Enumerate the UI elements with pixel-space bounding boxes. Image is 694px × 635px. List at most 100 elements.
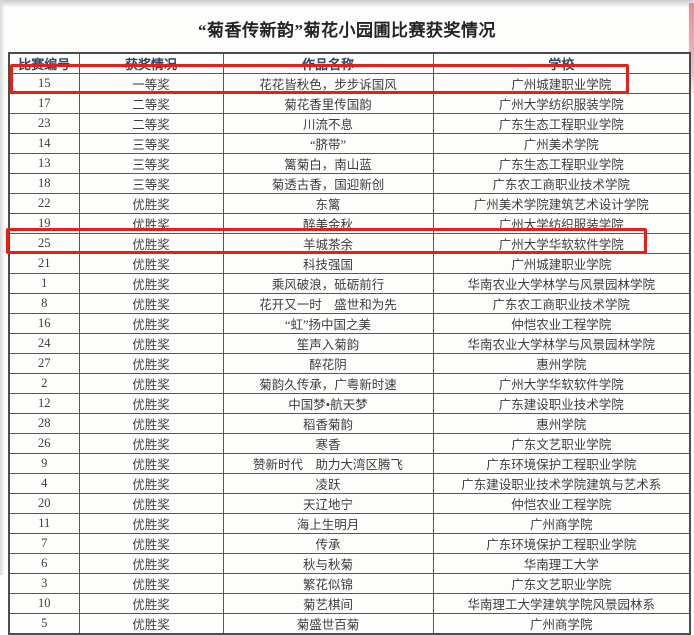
cell-contest-number: 21: [8, 253, 80, 274]
cell-school: 广东环境保护工程职业学院: [432, 533, 691, 554]
cell-contest-number: 19: [8, 213, 80, 234]
cell-award: 优胜奖: [78, 473, 224, 494]
table-row: 15 一等奖 花花皆秋色，步步诉国风 广州城建职业学院: [8, 73, 691, 94]
cell-work-name: 稻香菊韵: [222, 413, 434, 434]
table-row: 3 优胜奖 繁花似锦 广东文艺职业学院: [8, 573, 691, 594]
cell-work-name: 菊花香里传国韵: [222, 93, 434, 114]
cell-school: 广东文艺职业学院: [432, 433, 691, 454]
cell-school: 惠州学院: [432, 413, 691, 434]
cell-award: 优胜奖: [78, 413, 224, 434]
cell-work-name: 传承: [222, 533, 434, 554]
cell-work-name: 乘风破浪，砥砺前行: [222, 273, 434, 294]
table-row: 6 优胜奖 秋与秋菊 华南理工大学: [8, 553, 691, 574]
cell-work-name: 秋与秋菊: [222, 553, 434, 574]
table-row: 4 优胜奖 凌跃 广东建设职业技术学院建筑与艺术系: [8, 473, 691, 494]
table-row: 20 优胜奖 天辽地宁 仲恺农业工程学院: [8, 493, 691, 514]
cell-award: 优胜奖: [78, 533, 224, 554]
cell-contest-number: 4: [8, 473, 80, 494]
cell-work-name: 川流不息: [222, 113, 434, 134]
cell-award: 一等奖: [78, 73, 224, 94]
cell-award: 优胜奖: [78, 313, 224, 334]
cell-contest-number: 10: [8, 593, 80, 614]
table-row: 14 三等奖 “脐带” 广州美术学院: [8, 133, 691, 154]
cell-school: 仲恺农业工程学院: [432, 313, 691, 334]
cell-contest-number: 8: [8, 293, 80, 314]
cell-school: 广东生态工程职业学院: [432, 153, 691, 174]
cell-work-name: 菊盛世百菊: [222, 613, 434, 635]
cell-award: 二等奖: [78, 93, 224, 114]
cell-contest-number: 20: [8, 493, 80, 514]
column-header-contest-number: 比赛编号: [8, 52, 80, 74]
cell-work-name: 羊城茶余: [222, 233, 434, 254]
table-row: 28 优胜奖 稻香菊韵 惠州学院: [8, 413, 691, 434]
cell-work-name: 天辽地宁: [222, 493, 434, 514]
cell-school: 仲恺农业工程学院: [432, 493, 691, 514]
cell-award: 二等奖: [78, 113, 224, 134]
table-row: 17 二等奖 菊花香里传国韵 广州大学纺织服装学院: [8, 93, 691, 114]
cell-school: 广东建设职业技术学院: [432, 393, 691, 414]
cell-school: 广州商学院: [432, 513, 691, 534]
table-row: 19 优胜奖 醉美金秋 广州大学纺织服装学院: [8, 213, 691, 234]
cell-work-name: 花开又一时 盛世和为先: [222, 293, 434, 314]
table-row: 8 优胜奖 花开又一时 盛世和为先 广东农工商职业技术学院: [8, 293, 691, 314]
cell-school: 广东建设职业技术学院建筑与艺术系: [432, 473, 691, 494]
cell-work-name: “虹”扬中国之美: [222, 313, 434, 334]
table-row: 7 优胜奖 传承 广东环境保护工程职业学院: [8, 533, 691, 554]
table-row: 10 优胜奖 菊艺棋间 华南理工大学建筑学院风景园林系: [8, 593, 691, 614]
cell-award: 优胜奖: [78, 193, 224, 214]
cell-school: 广东农工商职业技术学院: [432, 173, 691, 194]
cell-work-name: “脐带”: [222, 133, 434, 154]
cell-award: 优胜奖: [78, 553, 224, 574]
cell-award: 优胜奖: [78, 213, 224, 234]
table-row: 16 优胜奖 “虹”扬中国之美 仲恺农业工程学院: [8, 313, 691, 334]
cell-award: 优胜奖: [78, 493, 224, 514]
table-row: 23 二等奖 川流不息 广东生态工程职业学院: [8, 113, 691, 134]
cell-award: 优胜奖: [78, 593, 224, 614]
table-row: 22 优胜奖 东篱 广州美术学院建筑艺术设计学院: [8, 193, 691, 214]
column-header-work-name: 作品名称: [222, 52, 434, 74]
cell-award: 优胜奖: [78, 513, 224, 534]
cell-contest-number: 27: [8, 353, 80, 374]
cell-work-name: 东篱: [222, 193, 434, 214]
table-row: 25 优胜奖 羊城茶余 广州大学华软软件学院: [8, 233, 691, 254]
cell-school: 华南理工大学建筑学院风景园林系: [432, 593, 691, 614]
column-header-school: 学校: [432, 52, 691, 74]
cell-contest-number: 1: [8, 273, 80, 294]
cell-work-name: 篱菊白，南山蓝: [222, 153, 434, 174]
cell-contest-number: 25: [8, 233, 80, 254]
cell-award: 优胜奖: [78, 613, 224, 635]
table-row: 18 三等奖 菊透古香，国迎新创 广东农工商职业技术学院: [8, 173, 691, 194]
cell-contest-number: 7: [8, 533, 80, 554]
table-row: 1 优胜奖 乘风破浪，砥砺前行 华南农业大学林学与风景园林学院: [8, 273, 691, 294]
cell-contest-number: 9: [8, 453, 80, 474]
cell-contest-number: 2: [8, 373, 80, 394]
cell-work-name: 凌跃: [222, 473, 434, 494]
cell-school: 惠州学院: [432, 353, 691, 374]
cell-contest-number: 28: [8, 413, 80, 434]
cell-school: 广州大学纺织服装学院: [432, 93, 691, 114]
cell-school: 广东文艺职业学院: [432, 573, 691, 594]
page-title: “菊香传新韵”菊花小园圃比赛获奖情况: [198, 21, 496, 40]
table-header-row: 比赛编号 获奖情况 作品名称 学校: [8, 52, 691, 74]
cell-work-name: 菊艺棋间: [222, 593, 434, 614]
cell-contest-number: 13: [8, 153, 80, 174]
table-body: 15 一等奖 花花皆秋色，步步诉国风 广州城建职业学院 17 二等奖 菊花香里传国韵 广州大学…: [8, 73, 691, 635]
cell-school: 广州美术学院建筑艺术设计学院: [432, 193, 691, 214]
table-row: 21 优胜奖 科技强国 广州城建职业学院: [8, 253, 691, 274]
cell-contest-number: 26: [8, 433, 80, 454]
awards-table: 比赛编号 获奖情况 作品名称 学校 15 一等奖 花花皆秋色，步步诉国风 广州城建职业…: [8, 52, 691, 635]
cell-work-name: 中国梦•航天梦: [222, 393, 434, 414]
cell-school: 广州商学院: [432, 613, 691, 635]
cell-award: 优胜奖: [78, 353, 224, 374]
cell-school: 广州大学华软软件学院: [432, 373, 691, 394]
cell-award: 三等奖: [78, 133, 224, 154]
cell-contest-number: 24: [8, 333, 80, 354]
table-row: 12 优胜奖 中国梦•航天梦 广东建设职业技术学院: [8, 393, 691, 414]
cell-work-name: 海上生明月: [222, 513, 434, 534]
cell-school: 广东生态工程职业学院: [432, 113, 691, 134]
cell-contest-number: 3: [8, 573, 80, 594]
cell-award: 三等奖: [78, 173, 224, 194]
cell-contest-number: 6: [8, 553, 80, 574]
cell-contest-number: 17: [8, 93, 80, 114]
cell-school: 广州大学纺织服装学院: [432, 213, 691, 234]
